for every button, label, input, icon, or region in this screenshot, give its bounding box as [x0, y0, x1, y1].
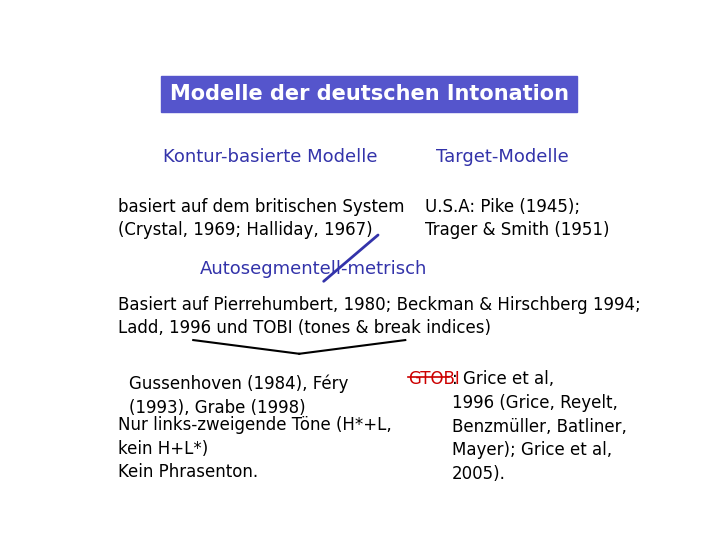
Text: Modelle der deutschen Intonation: Modelle der deutschen Intonation	[169, 84, 569, 104]
Text: U.S.A: Pike (1945);
Trager & Smith (1951): U.S.A: Pike (1945); Trager & Smith (1951…	[425, 198, 609, 239]
Text: Basiert auf Pierrehumbert, 1980; Beckman & Hirschberg 1994;
Ladd, 1996 und TOBI : Basiert auf Pierrehumbert, 1980; Beckman…	[118, 295, 641, 337]
Text: Gussenhoven (1984), Féry
(1993), Grabe (1998): Gussenhoven (1984), Féry (1993), Grabe (…	[129, 375, 348, 417]
Text: : Grice et al,
1996 (Grice, Reyelt,
Benzmüller, Batliner,
Mayer); Grice et al,
2: : Grice et al, 1996 (Grice, Reyelt, Benz…	[451, 370, 626, 483]
Text: GTOBI: GTOBI	[408, 370, 460, 388]
Text: Nur links-zweigende Töne (H*+L,
kein H+L*)
Kein Phrasenton.: Nur links-zweigende Töne (H*+L, kein H+L…	[118, 416, 392, 481]
Text: Target-Modelle: Target-Modelle	[436, 148, 569, 166]
Text: Kontur-basierte Modelle: Kontur-basierte Modelle	[163, 148, 377, 166]
Text: basiert auf dem britischen System
(Crystal, 1969; Halliday, 1967): basiert auf dem britischen System (Cryst…	[118, 198, 405, 239]
Text: Autosegmentell-metrisch: Autosegmentell-metrisch	[199, 260, 427, 278]
